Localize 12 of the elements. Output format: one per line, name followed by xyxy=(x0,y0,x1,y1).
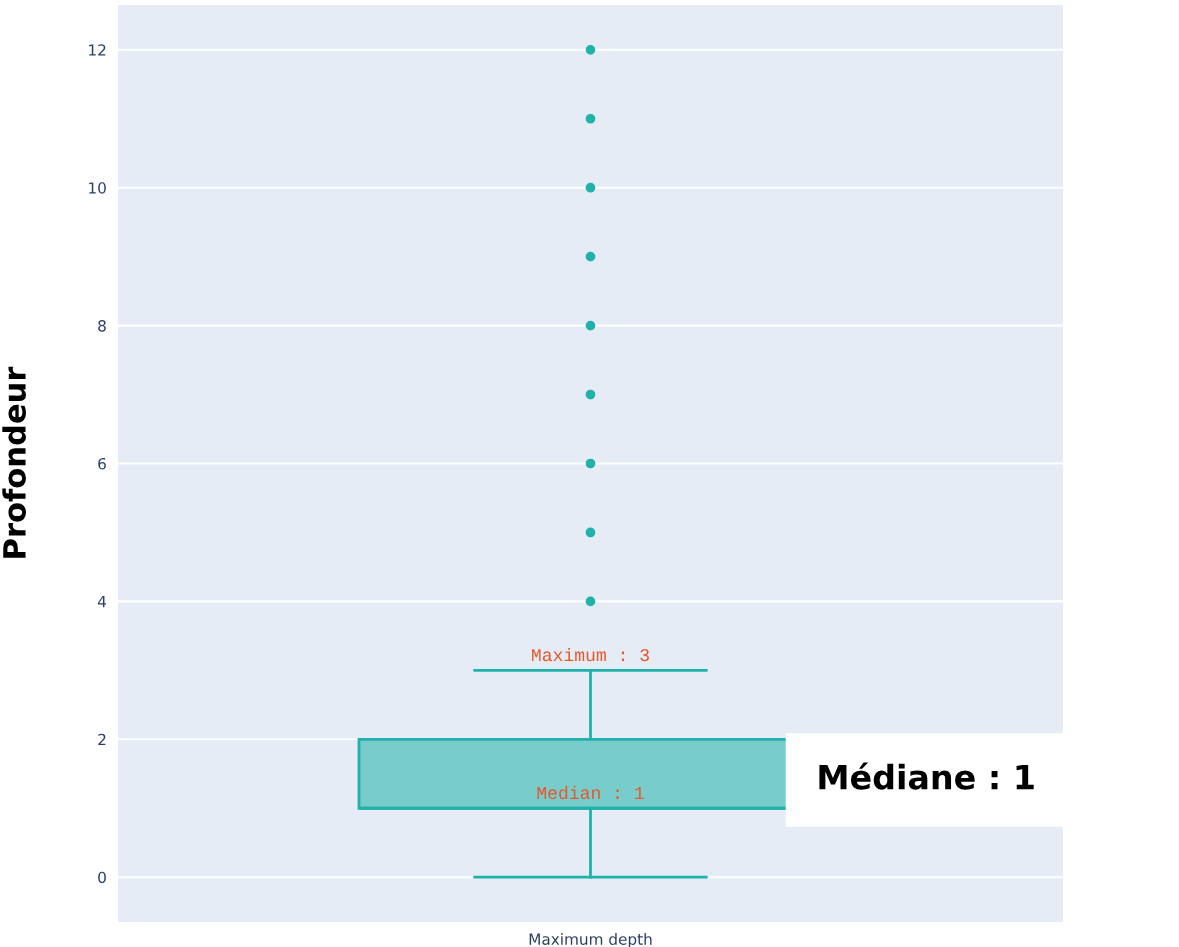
y-tick-label: 6 xyxy=(98,457,106,470)
x-tick-label: Maximum depth xyxy=(529,933,652,947)
y-tick-label: 10 xyxy=(89,182,106,194)
y-axis-title: Profondeur xyxy=(2,366,26,558)
y-tick-label: 8 xyxy=(98,320,106,332)
y-tick-label: 4 xyxy=(97,596,107,608)
annotation: Médiane : 1 xyxy=(819,762,1034,790)
y-tick-label: 0 xyxy=(98,871,106,884)
annotation: Median : 1 xyxy=(537,785,644,800)
annotation: Maximum : 3 xyxy=(532,647,649,662)
y-tick-label: 2 xyxy=(98,733,106,746)
y-tick-label: 12 xyxy=(89,44,106,56)
